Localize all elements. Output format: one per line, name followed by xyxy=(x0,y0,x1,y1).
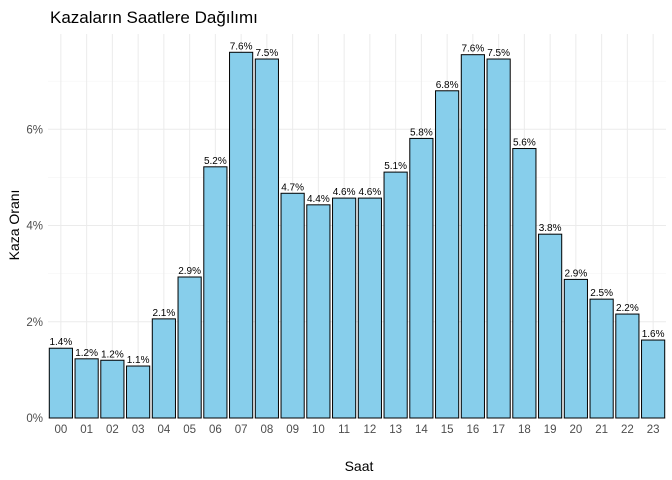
x-tick-label: 02 xyxy=(106,424,119,436)
x-tick-label: 06 xyxy=(209,424,222,436)
bar-07 xyxy=(229,51,254,419)
data-label-09: 4.7% xyxy=(281,182,304,193)
data-labels: 1.4%1.2% 1.2%1.1%2.1%2.9%5.2%7.6%7.5%4.7%… xyxy=(49,41,664,366)
x-tick-label: 22 xyxy=(621,424,634,436)
bar-21 xyxy=(589,298,614,419)
x-tick-label: 13 xyxy=(389,424,402,436)
bar-18 xyxy=(512,148,537,419)
data-label-11: 4.6% xyxy=(333,187,356,198)
data-label-03: 1.1% xyxy=(127,355,150,366)
bar-14 xyxy=(409,137,434,419)
x-tick-label: 14 xyxy=(415,424,428,436)
x-tick-label: 23 xyxy=(647,424,660,436)
bars xyxy=(48,51,666,419)
x-tick-label: 05 xyxy=(183,424,196,436)
data-label-07: 7.6% xyxy=(230,41,253,52)
x-tick-label: 15 xyxy=(441,424,454,436)
x-tick-label: 12 xyxy=(363,424,376,436)
bar-23 xyxy=(641,339,666,419)
data-label-13: 5.1% xyxy=(384,161,407,172)
data-label-08: 7.5% xyxy=(255,48,278,59)
x-tick-label: 20 xyxy=(569,424,582,436)
data-label-10: 4.4% xyxy=(307,194,330,205)
data-label-14: 5.8% xyxy=(410,127,433,138)
x-tick-label: 11 xyxy=(338,424,350,436)
bar-16 xyxy=(460,54,485,419)
data-label-23: 1.6% xyxy=(642,329,665,340)
bar-19 xyxy=(538,233,563,419)
y-tick-label: 6% xyxy=(26,124,43,136)
bar-11 xyxy=(332,197,357,419)
bar-15 xyxy=(435,90,460,419)
bar-12 xyxy=(357,197,382,419)
y-axis-label: Kaza Oranı xyxy=(6,190,22,261)
bar-17 xyxy=(486,58,511,419)
x-axis-label: Saat xyxy=(345,458,374,474)
data-label-04: 2.1% xyxy=(152,308,175,319)
x-tick-label: 08 xyxy=(260,424,273,436)
data-label-21: 2.5% xyxy=(590,288,613,299)
x-tick-label: 07 xyxy=(235,424,248,436)
data-label-01: 1.2% xyxy=(75,348,98,359)
bar-03 xyxy=(126,365,151,419)
data-label-16: 7.6% xyxy=(461,44,484,55)
bar-13 xyxy=(383,171,408,419)
data-label-02: 1.2% xyxy=(101,349,124,360)
x-tick-label: 03 xyxy=(132,424,145,436)
y-tick-label: 2% xyxy=(26,317,43,329)
y-axis-ticks: 0% 2% 4% 6% xyxy=(26,124,43,425)
chart-title: Kazaların Saatlere Dağılımı xyxy=(50,8,258,27)
x-tick-label: 09 xyxy=(286,424,299,436)
x-tick-label: 16 xyxy=(466,424,479,436)
data-label-18: 5.6% xyxy=(513,138,536,149)
x-tick-label: 10 xyxy=(312,424,325,436)
x-tick-label: 19 xyxy=(544,424,557,436)
data-label-00: 1.4% xyxy=(49,337,72,348)
data-label-05: 2.9% xyxy=(178,266,201,277)
bar-00 xyxy=(48,347,73,419)
y-tick-label: 4% xyxy=(26,221,43,233)
x-tick-label: 00 xyxy=(54,424,67,436)
data-label-06: 5.2% xyxy=(204,156,227,167)
bar-02 xyxy=(100,359,125,419)
x-tick-label: 18 xyxy=(518,424,531,436)
data-label-12: 4.6% xyxy=(358,187,381,198)
bar-09 xyxy=(280,192,305,419)
x-tick-label: 21 xyxy=(595,424,608,436)
bar-20 xyxy=(563,278,588,419)
bar-08 xyxy=(254,58,279,419)
y-tick-label: 0% xyxy=(26,413,43,425)
data-label-19: 3.8% xyxy=(539,223,562,234)
x-axis-ticks: 00 01 02 03 04 05 06 07 08 09 10 11 12 13 14 15 16 17 18 19… xyxy=(54,424,659,436)
data-label-22: 2.2% xyxy=(616,303,639,314)
bar-01 xyxy=(74,358,99,419)
bar-10 xyxy=(306,204,331,419)
data-label-15: 6.8% xyxy=(436,80,459,91)
bar-22 xyxy=(615,313,640,419)
data-label-20: 2.9% xyxy=(564,268,587,279)
bar-05 xyxy=(177,276,202,419)
bar-06 xyxy=(203,166,228,419)
data-label-17: 7.5% xyxy=(487,48,510,59)
bar-04 xyxy=(151,318,176,419)
x-tick-label: 04 xyxy=(157,424,170,436)
x-tick-label: 17 xyxy=(492,424,505,436)
x-tick-label: 01 xyxy=(80,424,93,436)
